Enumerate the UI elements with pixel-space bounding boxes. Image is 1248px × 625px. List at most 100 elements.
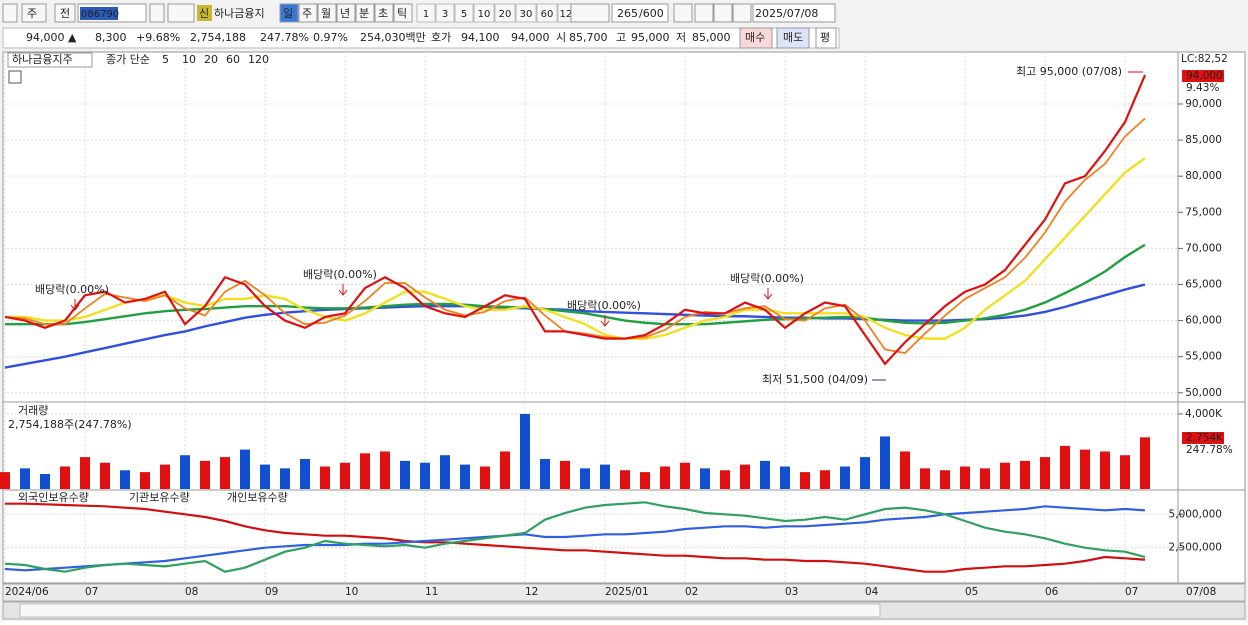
interval-button[interactable] [416,3,436,23]
interval-button[interactable] [494,3,516,23]
interval[interactable]: 60 [541,9,554,20]
volume-bar [40,473,50,489]
legend-entry: 기관보유수량 [129,491,190,504]
period-button[interactable] [355,3,375,23]
sell-button[interactable] [776,27,810,49]
button[interactable] [673,3,693,23]
period-button[interactable] [298,3,318,23]
volume-bar [760,460,770,489]
interval[interactable]: 20 [499,9,512,20]
button[interactable] [54,3,76,23]
x-tick-label: 2025/01 [605,586,649,598]
volume-bar [720,470,730,489]
volume-bar [0,472,10,489]
interval-button[interactable] [473,3,495,23]
interval[interactable]: 5 [461,9,467,20]
quote-change-rate: +9.68% [136,31,180,44]
button[interactable] [732,3,752,23]
dividend-arrow [763,288,773,300]
volume-bar [500,451,510,489]
volume-label: 2,754,188주(247.78%) [8,418,132,431]
volume-bar [220,457,230,489]
y-tick-label: 70,000 [1185,242,1222,254]
volume-bar [960,466,970,489]
volume-bar [580,468,590,489]
avg[interactable]: 평 [820,31,830,44]
period-button[interactable] [336,3,356,23]
count-input[interactable] [611,3,669,23]
y-tick-label: 90,000 [1185,98,1222,110]
interval[interactable]: 120 [559,9,578,20]
period[interactable]: 초 [378,7,388,20]
legend-entry: 20 [204,53,218,66]
volume-bar [440,455,450,489]
volume-bar [80,457,90,489]
x-tick-label: 10 [345,586,358,598]
period[interactable]: 일 [283,6,293,20]
interval[interactable]: 10 [478,9,491,20]
interval[interactable]: 3 [442,9,448,20]
legend-name-box [7,52,93,68]
quote-open: 85,700 [569,31,608,44]
quote-bid-label: 호가 [431,31,451,44]
change-label: 9.43% [1186,82,1219,94]
dividend-label: 배당락(0.00%) [730,272,804,285]
avg-button[interactable] [815,27,837,49]
period-button[interactable] [279,3,299,23]
low-label: 최저 51,500 (04/09) [762,373,868,386]
period[interactable]: 주 [302,7,312,20]
period[interactable]: 분 [359,7,369,20]
button[interactable] [713,3,733,23]
button[interactable] [149,3,165,23]
quote-volume-rate: 247.78% [260,31,309,44]
legend-entry: 60 [226,53,240,66]
buy-button[interactable] [739,27,773,49]
code: 086790 [81,9,119,20]
period-button[interactable] [393,3,413,23]
button[interactable] [167,3,195,23]
volume-bar [860,457,870,489]
quote-bar [2,27,840,49]
button [570,3,610,23]
badge [197,5,212,21]
interval[interactable]: 1 [423,9,429,20]
buy[interactable]: 매수 [745,31,765,44]
x-tick-label: 12 [525,586,538,598]
volume-bar [820,470,830,489]
x-axis-bar [2,583,1246,602]
volume-bar [660,466,670,489]
button[interactable] [21,3,47,23]
series-line [5,502,1146,573]
interval-button[interactable] [454,3,474,23]
interval-button[interactable] [435,3,455,23]
sell[interactable]: 매도 [783,31,803,44]
market: 주 [27,7,37,20]
dividend-label: 배당락(0.00%) [35,283,109,296]
legend-icon[interactable] [8,70,22,84]
volume-bar [700,468,710,489]
y-tick-label: 4,000K [1185,408,1223,420]
quote-change: 8,300 [95,31,127,44]
x-tick-label: 07 [85,586,98,598]
date: 2025/07/08 [755,7,818,20]
volume-bar [480,466,490,489]
volume-last-label: 2,754K [1186,432,1224,444]
period[interactable]: 틱 [397,7,407,20]
scroll-thumb[interactable] [19,603,881,618]
period[interactable]: 년 [340,7,350,20]
x-end-label: 07/08 [1186,586,1216,598]
period-button[interactable] [317,3,337,23]
quote-turnover: 0.97% [313,31,348,44]
series-line [4,501,1146,573]
interval[interactable]: 30 [520,9,533,20]
interval-button[interactable] [515,3,537,23]
date-input[interactable] [752,3,836,23]
period[interactable]: 월 [321,7,331,20]
volume-rate-label: 247.78% [1186,444,1233,456]
volume-bar [1040,457,1050,489]
interval-button[interactable] [536,3,558,23]
volume-bar [20,468,30,489]
period-button[interactable] [374,3,394,23]
series-line [4,74,1147,366]
button[interactable] [694,3,714,23]
